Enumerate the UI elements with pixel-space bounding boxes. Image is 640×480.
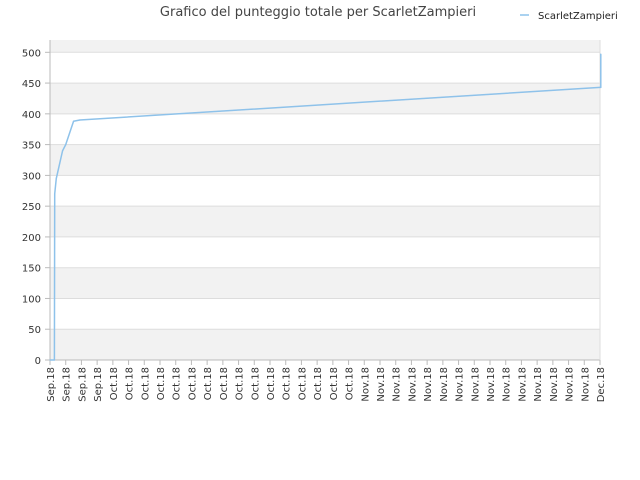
x-tick-label: Oct.18 [313, 367, 324, 400]
data-point [72, 120, 75, 122]
grid-band [50, 206, 600, 237]
x-tick-label: Oct.18 [282, 367, 293, 400]
x-tick-label: Nov.18 [533, 367, 544, 402]
x-tick-label: Oct.18 [250, 367, 261, 400]
x-tick-label: Nov.18 [580, 367, 591, 402]
x-tick-label: Oct.18 [140, 367, 151, 400]
x-tick-label: Nov.18 [407, 367, 418, 402]
y-tick-label: 450 [22, 79, 41, 90]
x-tick-label: Nov.18 [392, 367, 403, 402]
data-point [54, 193, 56, 195]
x-tick-label: Oct.18 [297, 367, 308, 400]
data-point [61, 150, 64, 152]
x-tick-label: Oct.18 [187, 367, 198, 400]
grid-band [50, 83, 600, 114]
x-tick-label: Oct.18 [109, 367, 120, 400]
x-tick-label: Nov.18 [502, 367, 513, 402]
y-tick-label: 350 [22, 141, 41, 152]
y-axis-ticks: 0 50 100 150 200 250 300 350 400 450 500 [22, 48, 50, 367]
x-tick-label: Nov.18 [439, 367, 450, 402]
y-tick-label: 150 [22, 264, 41, 275]
y-tick-label: 400 [22, 110, 41, 121]
x-tick-label: Sep.18 [93, 367, 104, 402]
x-tick-label: Oct.18 [156, 367, 167, 400]
x-tick-label: Nov.18 [470, 367, 481, 402]
x-tick-label: Nov.18 [455, 367, 466, 402]
data-point [600, 53, 602, 55]
x-tick-label: Sep.18 [77, 367, 88, 402]
data-point [49, 359, 51, 361]
y-tick-label: 250 [22, 202, 41, 213]
x-tick-label: Nov.18 [486, 367, 497, 402]
legend: ScarletZampieri [520, 11, 618, 22]
x-tick-label: Oct.18 [203, 367, 214, 400]
x-tick-label: Oct.18 [172, 367, 183, 400]
y-tick-label: 200 [22, 233, 41, 244]
x-tick-label: Sep.18 [62, 367, 73, 402]
x-tick-label: Oct.18 [235, 367, 246, 400]
x-tick-label: Oct.18 [125, 367, 136, 400]
y-tick-label: 0 [35, 356, 41, 367]
grid-band [50, 267, 600, 299]
series-layer [49, 53, 602, 361]
grid-band [50, 329, 600, 360]
x-axis-ticks: Sep.18 Sep.18 Sep.18 Sep.18 Oct.18 Oct.18 Oct.… [46, 360, 607, 402]
y-tick-label: 50 [28, 325, 41, 336]
x-tick-label: Oct.18 [266, 367, 277, 400]
y-tick-label: 300 [22, 171, 41, 182]
x-tick-label: Nov.18 [360, 367, 371, 402]
x-tick-label: Nov.18 [517, 367, 528, 402]
x-tick-label: Nov.18 [423, 367, 434, 402]
data-point [65, 144, 67, 146]
x-tick-label: Oct.18 [219, 367, 230, 400]
data-point [79, 119, 81, 121]
legend-label-scarletzampieri: ScarletZampieri [538, 11, 618, 22]
x-tick-label: Sep.18 [46, 367, 57, 402]
x-tick-label: Oct.18 [345, 367, 356, 400]
y-tick-label: 500 [22, 48, 41, 59]
x-tick-label: Nov.18 [376, 367, 387, 402]
x-tick-label: Nov.18 [565, 367, 576, 402]
x-tick-label: Dec.18 [596, 367, 607, 402]
background-bands [50, 40, 600, 360]
axes [49, 40, 601, 361]
y-tick-label: 100 [22, 294, 41, 305]
x-tick-label: Oct.18 [329, 367, 340, 400]
chart-title: Grafico del punteggio totale per Scarlet… [160, 5, 476, 20]
grid-band [50, 40, 600, 53]
x-tick-label: Nov.18 [549, 367, 560, 402]
data-point [53, 359, 56, 361]
grid-band [50, 144, 600, 176]
data-point [55, 177, 57, 180]
data-point [600, 86, 602, 88]
